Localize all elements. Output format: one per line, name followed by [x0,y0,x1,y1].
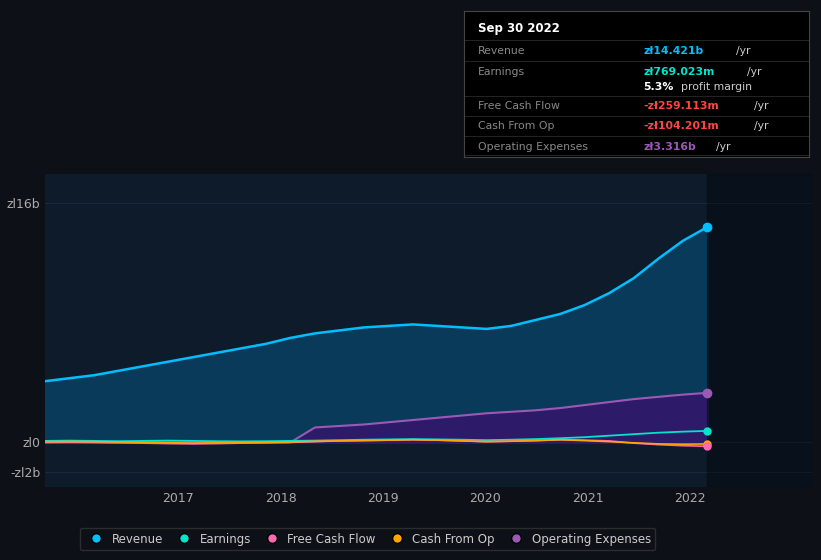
Text: Operating Expenses: Operating Expenses [478,142,588,152]
Text: -zł259.113m: -zł259.113m [643,101,719,111]
Text: Sep 30 2022: Sep 30 2022 [478,22,560,35]
Text: Free Cash Flow: Free Cash Flow [478,101,560,111]
Text: zł14.421b: zł14.421b [643,45,704,55]
Text: Earnings: Earnings [478,67,525,77]
Text: /yr: /yr [746,67,761,77]
Text: zł769.023m: zł769.023m [643,67,714,77]
Text: zł3.316b: zł3.316b [643,142,696,152]
Text: /yr: /yr [754,121,768,131]
Text: profit margin: profit margin [681,82,752,92]
Bar [708,174,813,487]
Text: /yr: /yr [716,142,730,152]
Text: Cash From Op: Cash From Op [478,121,554,131]
Text: -zł104.201m: -zł104.201m [643,121,719,131]
Text: 5.3%: 5.3% [643,82,673,92]
Text: /yr: /yr [736,45,750,55]
Text: Revenue: Revenue [478,45,525,55]
Legend: Revenue, Earnings, Free Cash Flow, Cash From Op, Operating Expenses: Revenue, Earnings, Free Cash Flow, Cash … [80,528,655,550]
Text: /yr: /yr [754,101,768,111]
